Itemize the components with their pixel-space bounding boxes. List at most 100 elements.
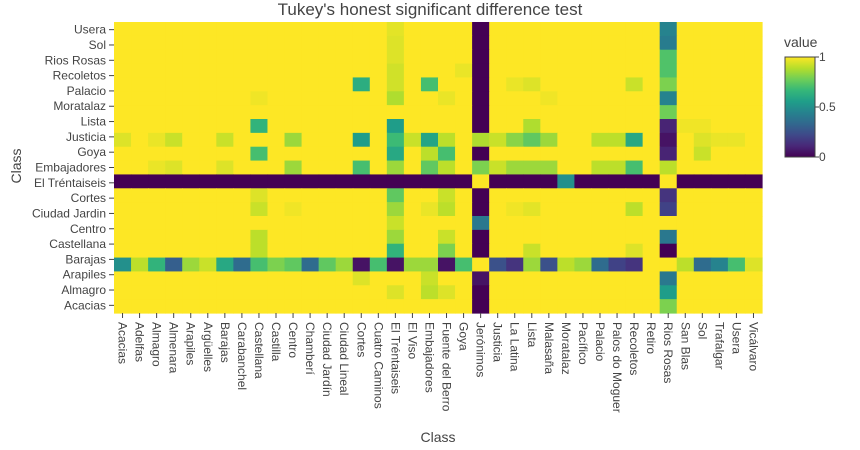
heatmap-cell <box>267 91 286 106</box>
heatmap-cell <box>625 188 644 203</box>
heatmap-cell <box>727 119 746 134</box>
x-axis-title: Class <box>420 429 455 445</box>
heatmap-cell <box>676 271 695 286</box>
heatmap-cell <box>182 188 200 203</box>
heatmap-cell <box>608 243 627 259</box>
x-tick-label: Arapiles <box>184 322 198 365</box>
heatmap-cell <box>420 63 439 79</box>
heatmap-cell <box>284 160 303 176</box>
heatmap-cell <box>489 91 507 106</box>
heatmap-cell <box>523 132 541 148</box>
heatmap-cell <box>131 91 149 106</box>
heatmap-cell <box>386 188 405 203</box>
heatmap-cell <box>267 22 286 37</box>
heatmap-cell <box>472 160 490 176</box>
heatmap-cell <box>438 119 456 134</box>
heatmap-cell <box>182 174 200 189</box>
heatmap-cell <box>642 202 661 217</box>
heatmap-cell <box>352 216 371 231</box>
heatmap-cell <box>250 188 269 203</box>
heatmap-cell <box>727 285 746 300</box>
heatmap-cell <box>591 229 610 245</box>
heatmap-cell <box>608 285 627 300</box>
heatmap-cell <box>540 132 558 148</box>
heatmap-cell <box>284 91 303 106</box>
heatmap-cell <box>523 146 541 162</box>
heatmap-cell <box>642 160 661 176</box>
heatmap-cell <box>284 216 303 231</box>
heatmap-cell <box>642 63 661 79</box>
heatmap-cell <box>148 174 166 189</box>
heatmap-cell <box>608 202 627 217</box>
heatmap-cell <box>727 216 746 231</box>
heatmap-cell <box>676 174 695 189</box>
heatmap-cell <box>727 188 746 203</box>
heatmap-cell <box>625 271 644 286</box>
heatmap-cell <box>335 146 354 162</box>
heatmap-cell <box>506 229 524 245</box>
heatmap-cell <box>489 35 507 51</box>
heatmap-cell <box>744 146 763 162</box>
heatmap-cell <box>625 160 644 176</box>
heatmap-cell <box>131 119 149 134</box>
heatmap-cell <box>506 174 524 189</box>
heatmap-cell <box>744 77 763 92</box>
heatmap-cell <box>574 105 593 120</box>
heatmap-cell <box>727 132 746 148</box>
heatmap-cell <box>625 299 644 314</box>
heatmap-cell <box>335 299 354 314</box>
heatmap-cell <box>642 188 661 203</box>
heatmap-cell <box>625 35 644 51</box>
heatmap-cell <box>659 202 678 217</box>
heatmap-cell <box>574 22 593 37</box>
heatmap-cell <box>420 257 439 273</box>
heatmap-cell <box>369 202 388 217</box>
heatmap-cell <box>267 188 286 203</box>
heatmap-cell <box>744 216 763 231</box>
heatmap-cell <box>199 119 217 134</box>
heatmap-cell <box>608 49 627 65</box>
heatmap-cell <box>284 299 303 314</box>
heatmap-cell <box>710 257 729 273</box>
heatmap-cell <box>506 63 524 79</box>
heatmap-cell <box>608 132 627 148</box>
heatmap-cell <box>165 271 183 286</box>
heatmap-cell <box>165 77 183 92</box>
heatmap-cell <box>591 119 610 134</box>
heatmap-cell <box>199 299 217 314</box>
heatmap-cell <box>182 77 200 92</box>
heatmap-cell <box>693 174 712 189</box>
y-tick-label: Acacias <box>64 298 106 312</box>
x-tick-label: Fuente del Berro <box>440 322 454 412</box>
heatmap-cell <box>369 271 388 286</box>
heatmap-cell <box>233 202 252 217</box>
heatmap-cell <box>318 63 337 79</box>
heatmap-cell <box>199 257 217 273</box>
heatmap-cell <box>642 22 661 37</box>
heatmap-cell <box>284 146 303 162</box>
heatmap-cell <box>403 91 422 106</box>
heatmap-cell <box>472 285 490 300</box>
heatmap-cell <box>182 91 200 106</box>
heatmap-cell <box>403 132 422 148</box>
heatmap-cell <box>625 77 644 92</box>
heatmap-cell <box>301 271 320 286</box>
heatmap-cell <box>506 132 524 148</box>
heatmap-cell <box>369 49 388 65</box>
heatmap-cell <box>744 174 763 189</box>
x-tick-label: Vicálvaro <box>746 322 760 371</box>
heatmap-cell <box>386 35 405 51</box>
heatmap-cell <box>352 257 371 273</box>
x-tick-label: Retiro <box>644 322 658 354</box>
heatmap-cell <box>131 243 149 259</box>
heatmap-cell <box>386 257 405 273</box>
heatmap-cell <box>216 285 234 300</box>
heatmap-cell <box>506 105 524 120</box>
heatmap-cell <box>557 77 576 92</box>
y-tick-label: Embajadores <box>35 161 106 175</box>
heatmap-cell <box>676 132 695 148</box>
heatmap-cell <box>250 216 269 231</box>
heatmap-cell <box>455 299 473 314</box>
heatmap-cell <box>540 91 558 106</box>
heatmap-cell <box>131 202 149 217</box>
